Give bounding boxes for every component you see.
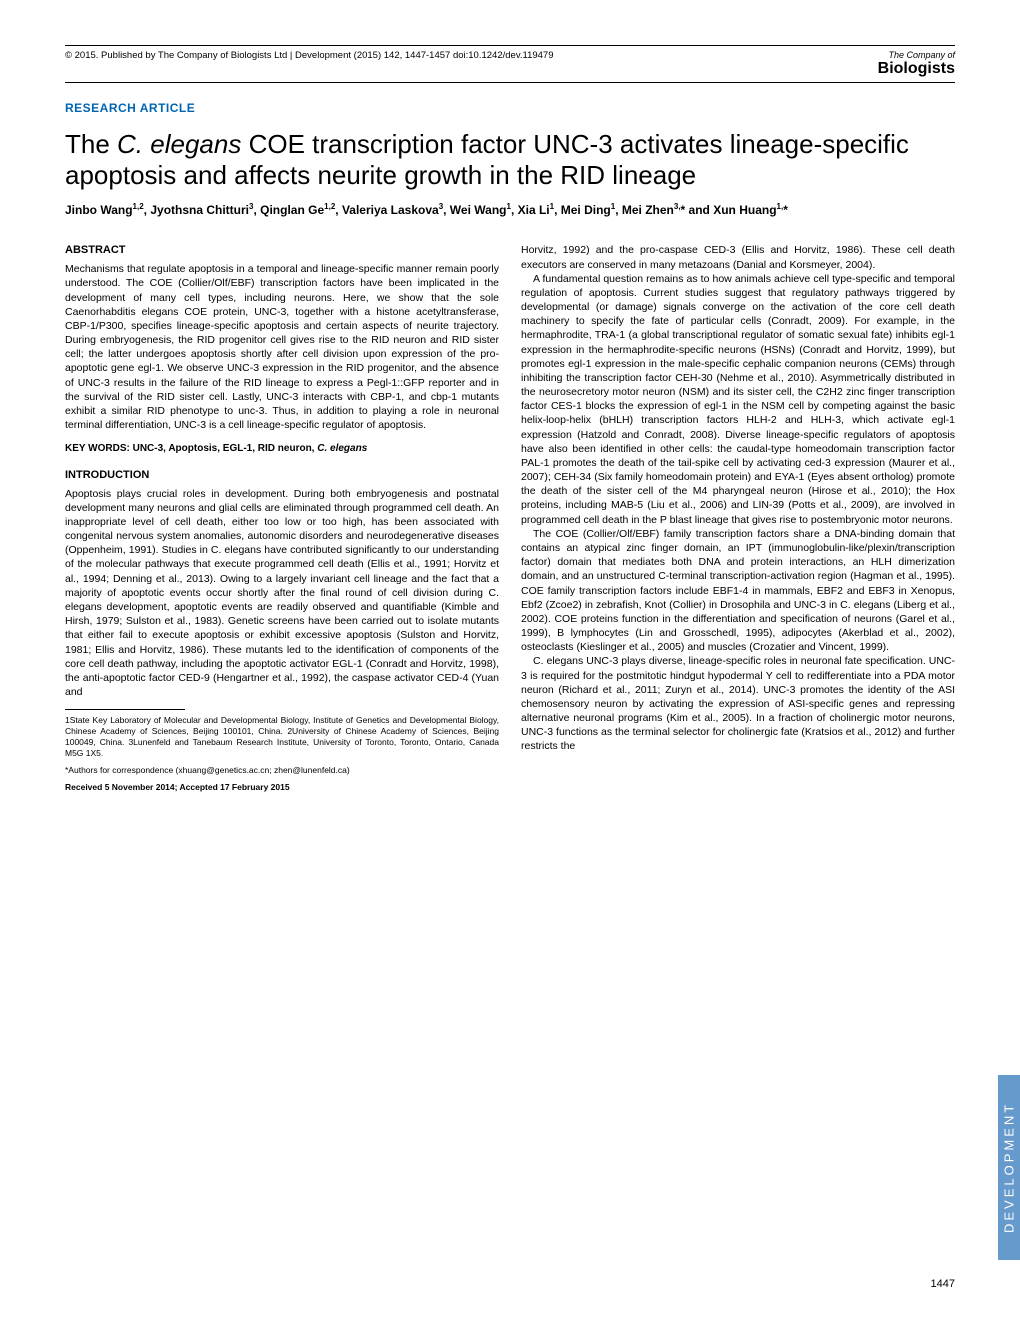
col2-para-1: Horvitz, 1992) and the pro-caspase CED-3… — [521, 243, 955, 271]
intro-para-1: Apoptosis plays crucial roles in develop… — [65, 487, 499, 700]
abstract-heading: ABSTRACT — [65, 243, 499, 258]
header-row: © 2015. Published by The Company of Biol… — [65, 50, 955, 78]
logo-line-2: Biologists — [878, 60, 955, 78]
header-rule-bottom — [65, 82, 955, 83]
publisher-logo: The Company of Biologists — [878, 50, 955, 78]
article-type: RESEARCH ARTICLE — [65, 101, 955, 115]
journal-tab: DEVELOPMENT — [998, 1075, 1020, 1260]
page-number: 1447 — [931, 1278, 955, 1290]
article-title: The C. elegans COE transcription factor … — [65, 129, 955, 191]
logo-line-1: The Company of — [878, 50, 955, 60]
dates: Received 5 November 2014; Accepted 17 Fe… — [65, 782, 499, 793]
affiliations: 1State Key Laboratory of Molecular and D… — [65, 715, 499, 759]
keywords: KEY WORDS: UNC-3, Apoptosis, EGL-1, RID … — [65, 442, 499, 456]
introduction-text: Apoptosis plays crucial roles in develop… — [65, 487, 499, 700]
body-columns: ABSTRACT Mechanisms that regulate apopto… — [65, 243, 955, 799]
introduction-heading: INTRODUCTION — [65, 468, 499, 483]
col2-para-4: C. elegans UNC-3 plays diverse, lineage-… — [521, 654, 955, 753]
col2-para-3: The COE (Collier/Olf/EBF) family transcr… — [521, 527, 955, 655]
header-rule-top — [65, 45, 955, 46]
publisher-info: © 2015. Published by The Company of Biol… — [65, 50, 554, 61]
col2-text: Horvitz, 1992) and the pro-caspase CED-3… — [521, 243, 955, 753]
authors: Jinbo Wang1,2, Jyothsna Chitturi3, Qingl… — [65, 201, 955, 219]
abstract-text: Mechanisms that regulate apoptosis in a … — [65, 262, 499, 432]
col2-para-2: A fundamental question remains as to how… — [521, 272, 955, 527]
correspondence: *Authors for correspondence (xhuang@gene… — [65, 765, 499, 776]
footnote-rule — [65, 709, 185, 710]
